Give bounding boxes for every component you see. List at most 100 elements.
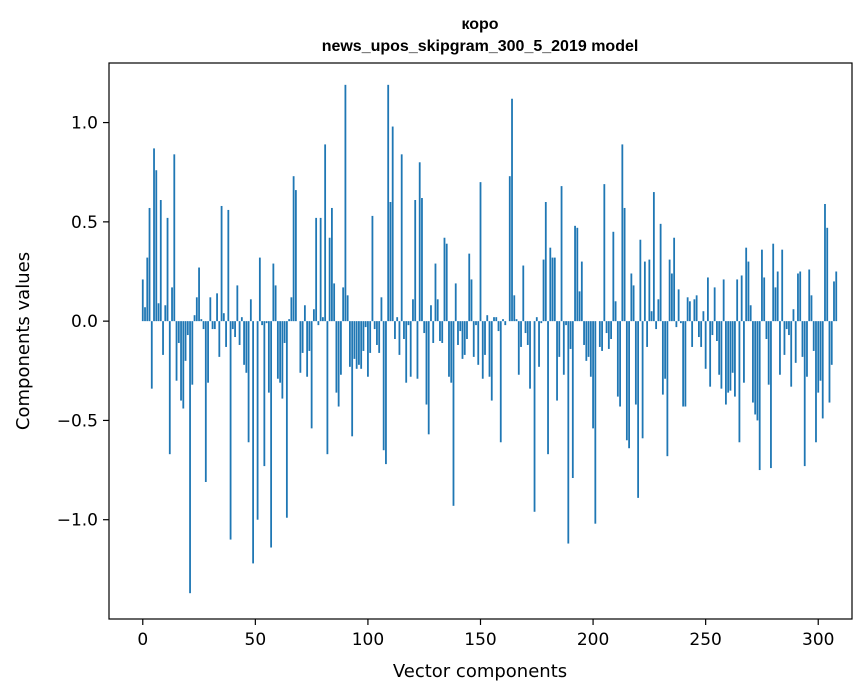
bar (454, 283, 457, 322)
bar (747, 261, 750, 322)
bar (204, 321, 207, 482)
bar (407, 321, 410, 326)
bar (229, 321, 232, 540)
bar (707, 277, 709, 322)
y-axis-label: Components values (13, 252, 34, 430)
bar (646, 321, 649, 347)
bar (459, 321, 462, 332)
bar (146, 257, 149, 322)
y-tick-label: −0.5 (57, 411, 98, 431)
bar (360, 321, 363, 369)
bar (585, 321, 588, 361)
bar (186, 321, 189, 336)
bar (515, 319, 518, 322)
bar (317, 321, 320, 326)
bar (144, 307, 146, 322)
bar (351, 321, 354, 437)
bar (529, 321, 531, 389)
bar (533, 321, 536, 512)
bar (231, 321, 234, 330)
plot-frame (108, 62, 853, 620)
bar (299, 321, 302, 373)
bar (725, 321, 727, 405)
bar (166, 217, 169, 322)
bar (502, 319, 504, 322)
bar (630, 273, 633, 322)
bar (236, 285, 239, 322)
bar (243, 321, 245, 365)
bar (544, 202, 547, 322)
bar (619, 321, 621, 407)
bar (389, 202, 392, 322)
bar (765, 321, 768, 340)
bar (191, 321, 194, 385)
bar (587, 321, 590, 357)
bar (285, 321, 288, 518)
bar (283, 321, 286, 343)
bar (150, 321, 153, 389)
bar (272, 263, 275, 322)
bar (265, 321, 268, 324)
bar (457, 321, 459, 345)
bar (538, 321, 540, 367)
bar (488, 321, 491, 377)
bar (362, 321, 365, 351)
bar (484, 321, 486, 355)
bar (661, 321, 664, 395)
bar (340, 321, 342, 375)
bar (276, 321, 279, 379)
bar (562, 321, 565, 375)
bar (175, 321, 178, 381)
bar (824, 203, 826, 322)
bar (695, 295, 698, 322)
bar (745, 247, 748, 322)
bar (247, 321, 250, 443)
bar (450, 321, 453, 383)
bar (213, 321, 216, 330)
bar (162, 321, 164, 355)
bar (207, 321, 209, 383)
x-axis-label: Vector components (393, 661, 567, 682)
x-tick-label: 100 (352, 630, 384, 650)
y-tick-label: 0.0 (71, 312, 98, 332)
bar (799, 271, 802, 322)
bar (346, 295, 349, 322)
bar (342, 287, 345, 322)
bar (493, 317, 495, 322)
bar (558, 321, 561, 357)
bar (652, 192, 655, 322)
bar (387, 84, 390, 322)
bar (182, 321, 185, 409)
bar (344, 84, 347, 322)
bar (252, 321, 254, 564)
bar (817, 321, 820, 393)
bar (425, 321, 428, 405)
bar (148, 207, 151, 322)
bar (441, 321, 444, 343)
x-tick-label: 200 (577, 630, 609, 650)
bar (495, 317, 498, 322)
bar (542, 259, 545, 322)
x-tick-label: 300 (802, 630, 834, 650)
bar (439, 321, 441, 341)
bar (324, 144, 327, 322)
bar (788, 321, 790, 336)
x-tick-label: 150 (464, 630, 496, 650)
x-axis-ticks: 0 50 100 150 200 250 300 (137, 619, 834, 650)
bar (605, 321, 608, 334)
bar (607, 321, 610, 349)
bar (565, 321, 567, 326)
bar (281, 321, 284, 399)
bar (164, 305, 167, 322)
bar (749, 305, 752, 322)
bar (734, 321, 736, 397)
bar (790, 321, 793, 387)
bar (592, 321, 594, 429)
y-tick-label: 1.0 (71, 114, 98, 134)
y-axis-ticks: −1.0 −0.5 0.0 0.5 1.0 (57, 114, 109, 531)
bar (598, 321, 601, 347)
bar (218, 321, 221, 357)
bar (583, 321, 585, 345)
bar (414, 200, 417, 322)
bar (704, 321, 707, 369)
